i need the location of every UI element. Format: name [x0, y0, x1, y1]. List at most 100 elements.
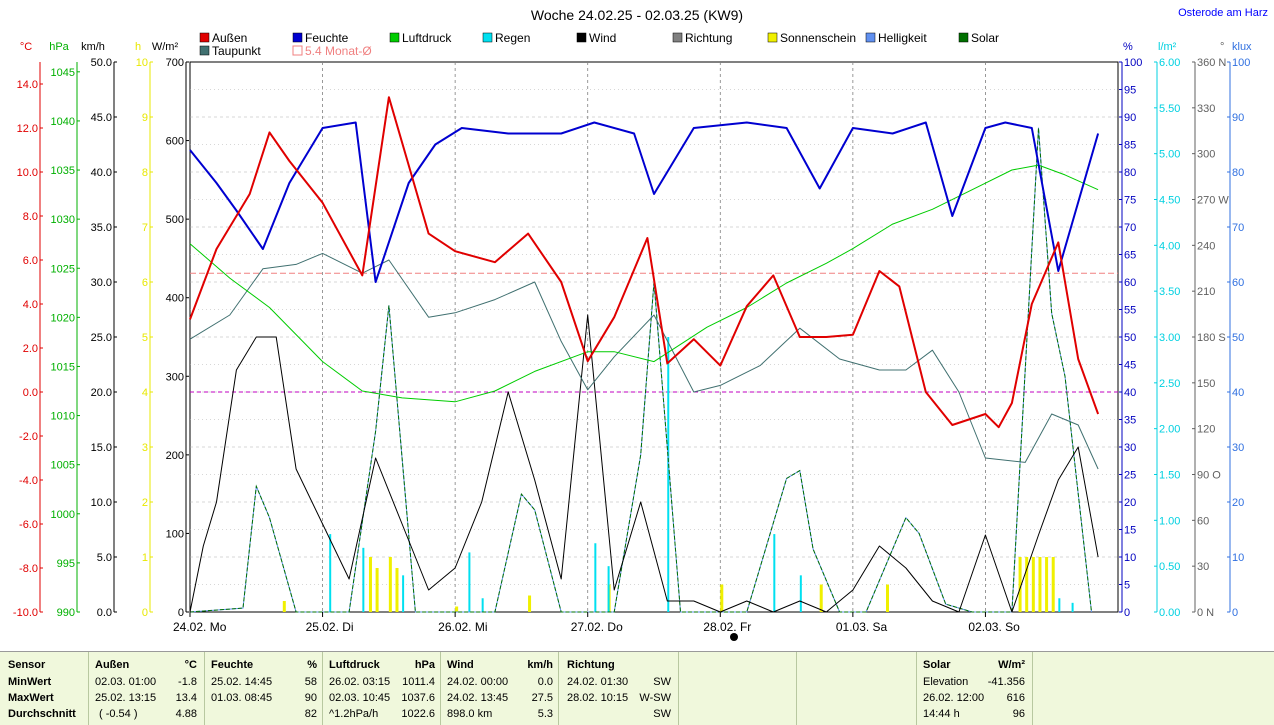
sunshine-axis-label: 1 — [142, 552, 148, 564]
lux-axis-label: 50 — [1232, 332, 1244, 344]
lux-axis-label: 90 — [1232, 112, 1244, 124]
legend-label: Richtung — [685, 31, 732, 45]
stats-richtung-max-time: 28.02. 10:15 — [567, 692, 629, 704]
pressure-axis-unit: hPa — [49, 41, 69, 53]
rain-bar — [607, 566, 610, 612]
humidity-axis-label: 100 — [1124, 57, 1142, 69]
day-label: 02.03. So — [968, 620, 1020, 634]
stats-solar-avg: 96 — [1012, 708, 1025, 720]
direction-axis-unit: ° — [1220, 41, 1224, 53]
pressure-axis-label: 1005 — [51, 460, 75, 472]
stats-solar-max: 616 — [1006, 692, 1025, 704]
humidity-axis-label: 15 — [1124, 525, 1136, 537]
wind-axis-label: 10.0 — [91, 497, 112, 509]
taupunkt-line — [189, 252, 1099, 470]
legend-label: Luftdruck — [402, 31, 452, 45]
stats-aussen-max-time: 25.02. 13:15 — [95, 692, 157, 704]
legend-swatch — [389, 32, 400, 43]
direction-axis-label: 0 N — [1197, 607, 1214, 619]
stats-solar-max-time: 26.02. 12:00 — [923, 692, 985, 704]
stats-aussen-max: 13.4 — [175, 692, 197, 704]
stats-wind-avg: 5.3 — [537, 708, 553, 720]
rain-axis-label: 2.00 — [1159, 424, 1180, 436]
rain-axis-label: 5.00 — [1159, 149, 1180, 161]
wind-axis-label: 40.0 — [91, 167, 112, 179]
sunshine-axis-unit: h — [135, 41, 141, 53]
sunshine-axis-label: 2 — [142, 497, 148, 509]
rain-bar — [329, 534, 332, 612]
stats-label-max: MaxWert — [8, 692, 54, 704]
sunshine-bar — [819, 584, 823, 612]
legend-label: Taupunkt — [212, 44, 261, 58]
stats-feuchte-min: 58 — [304, 676, 317, 688]
stats-wind-max-time: 24.02. 13:45 — [447, 692, 509, 704]
wind-axis-label: 35.0 — [91, 222, 112, 234]
humidity-axis-label: 80 — [1124, 167, 1136, 179]
stats-unit-solar: W/m² — [998, 659, 1025, 671]
pressure-axis-label: 1020 — [51, 312, 75, 324]
legend-label: Außen — [212, 31, 247, 45]
sunshine-bar — [1025, 557, 1029, 612]
stats-wind-min: 0.0 — [537, 676, 553, 688]
solar-axis-label: 100 — [166, 528, 184, 540]
rain-bar — [773, 534, 776, 612]
stats-richtung-max: W-SW — [639, 692, 671, 704]
humidity-axis-label: 35 — [1124, 415, 1136, 427]
wind-axis-label: 15.0 — [91, 442, 112, 454]
rain-axis-label: 0.50 — [1159, 561, 1180, 573]
solar-axis-label: 300 — [166, 371, 184, 383]
legend-swatch — [767, 32, 778, 43]
solar-axis-label: 400 — [166, 293, 184, 305]
stats-feuchte-min-time: 25.02. 14:45 — [211, 676, 273, 688]
stats-aussen-avg: 4.88 — [175, 708, 197, 720]
stats-richtung-min-time: 24.02. 01:30 — [567, 676, 629, 688]
wind-axis-label: 0.0 — [97, 607, 112, 619]
sunshine-bar — [886, 584, 889, 612]
stats-col-aussen: Außen °C 02.03. 01:00 -1.8 25.02. 13:15 … — [88, 652, 205, 725]
stats-aussen-note: ( -0.54 ) — [99, 708, 138, 720]
humidity-axis-label: 60 — [1124, 277, 1136, 289]
temp-axis-label: 2.0 — [23, 343, 38, 355]
stats-col-feuchte: Feuchte % 25.02. 14:45 58 01.03. 08:45 9… — [204, 652, 323, 725]
humidity-axis-label: 65 — [1124, 250, 1136, 262]
sunshine-bar — [368, 557, 372, 612]
sunshine-axis-label: 9 — [142, 112, 148, 124]
legend-label: Solar — [971, 31, 999, 45]
temp-axis-label: 8.0 — [23, 211, 38, 223]
stats-col-empty-2 — [796, 652, 917, 725]
direction-axis-label: 360 N — [1197, 57, 1226, 69]
humidity-axis-label: 45 — [1124, 360, 1136, 372]
lux-axis-label: 20 — [1232, 497, 1244, 509]
day-label: 25.02. Di — [306, 620, 354, 634]
stats-header-aussen: Außen — [95, 659, 130, 671]
stats-feuchte-max-time: 01.03. 08:45 — [211, 692, 273, 704]
stats-solar-duration: 14:44 h — [923, 708, 960, 720]
rain-bar — [667, 337, 670, 612]
rain-axis-unit: l/m² — [1158, 41, 1177, 53]
stats-feuchte-avg: 82 — [304, 708, 317, 720]
temp-axis-label: 10.0 — [17, 167, 38, 179]
stats-wind-min-time: 24.02. 00:00 — [447, 676, 509, 688]
stats-col-wind: Wind km/h 24.02. 00:00 0.0 24.02. 13:45 … — [440, 652, 559, 725]
humidity-axis-label: 25 — [1124, 470, 1136, 482]
humidity-axis-label: 10 — [1124, 552, 1136, 564]
lux-axis-label: 10 — [1232, 552, 1244, 564]
lux-axis-label: 0 — [1232, 607, 1238, 619]
stats-header-wind: Wind — [447, 659, 474, 671]
lux-axis-unit: klux — [1232, 41, 1252, 53]
legend-swatch — [199, 45, 210, 56]
rain-bar — [1058, 598, 1061, 612]
rain-bar — [799, 575, 802, 612]
stats-col-empty-3 — [1032, 652, 1274, 725]
pressure-axis-label: 1015 — [51, 361, 75, 373]
stats-header-richtung: Richtung — [567, 659, 615, 671]
humidity-axis-label: 70 — [1124, 222, 1136, 234]
rain-axis-label: 6.00 — [1159, 57, 1180, 69]
direction-axis-label: 120 — [1197, 424, 1215, 436]
stats-aussen-min-time: 02.03. 01:00 — [95, 676, 157, 688]
stats-label-avg: Durchschnitt — [8, 708, 76, 720]
sunshine-bar — [528, 595, 532, 612]
stats-header-sensor: Sensor — [8, 659, 46, 671]
humidity-axis-label: 20 — [1124, 497, 1136, 509]
stats-header-feuchte: Feuchte — [211, 659, 254, 671]
